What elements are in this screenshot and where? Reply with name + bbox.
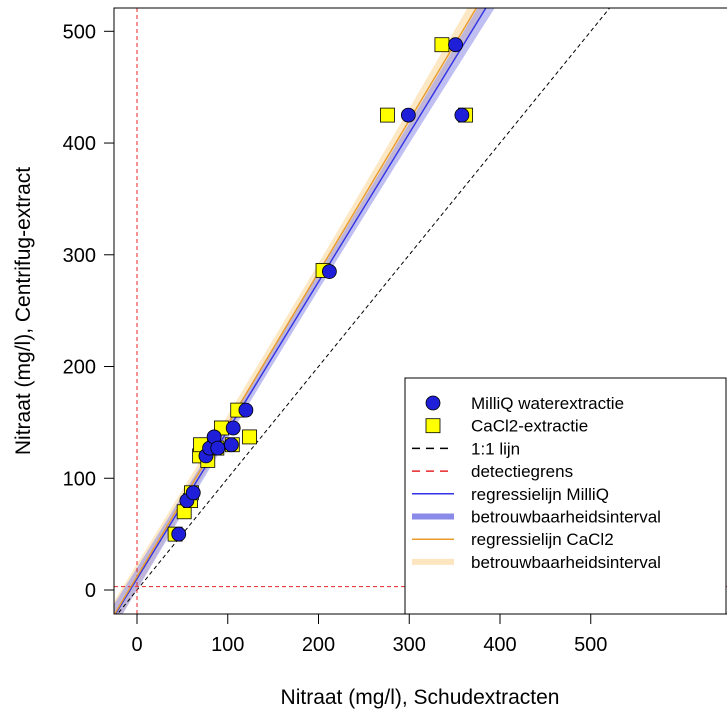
legend-label-7: betrouwbaarheidsinterval — [471, 553, 661, 572]
one-to-one-line — [116, 8, 611, 614]
x-axis-label: Nitraat (mg/l), Schudextracten — [281, 686, 560, 709]
legend-label-3: detectiegrens — [471, 462, 573, 481]
legend-symbol-cacl2 — [425, 418, 441, 434]
point-cacl2-13 — [380, 107, 395, 123]
legend-symbol-milliq — [425, 395, 441, 411]
y-tick-label-400: 400 — [63, 133, 96, 155]
x-tick-label-400: 400 — [483, 634, 516, 656]
point-milliq-2 — [185, 485, 201, 501]
point-milliq-10 — [321, 264, 337, 279]
point-milliq-11 — [400, 107, 416, 123]
y-tick-label-300: 300 — [63, 245, 96, 267]
legend-label-6: regressielijn CaCl2 — [471, 530, 614, 549]
y-tick-label-100: 100 — [63, 468, 96, 490]
legend-label-0: MilliQ waterextractie — [471, 394, 624, 413]
x-tick-label-100: 100 — [211, 634, 244, 656]
point-cacl2-14 — [434, 37, 450, 53]
legend: MilliQ waterextractie CaCl2-extractie 1:1 … — [404, 377, 727, 615]
y-tick-label-500: 500 — [63, 21, 96, 43]
y-axis-label: Nitraat (mg/l), Centrifug-extract — [12, 167, 35, 455]
legend-box — [404, 377, 727, 615]
legend-label-4: regressielijn MilliQ — [471, 485, 609, 504]
legend-label-5: betrouwbaarheidsinterval — [471, 508, 661, 527]
point-milliq-6 — [210, 440, 226, 456]
point-milliq-7 — [223, 437, 239, 453]
x-tick-label-0: 0 — [131, 634, 142, 656]
x-tick-label-200: 200 — [302, 634, 335, 656]
point-cacl2-11 — [242, 429, 257, 445]
x-tick-label-500: 500 — [574, 634, 607, 656]
point-milliq-8 — [225, 420, 241, 436]
legend-label-1: CaCl2-extractie — [471, 417, 588, 436]
x-tick-label-300: 300 — [393, 634, 426, 656]
y-tick-label-200: 200 — [63, 357, 96, 379]
legend-label-2: 1:1 lijn — [471, 439, 520, 458]
regression-line-milliq — [114, 8, 487, 614]
point-milliq-13 — [454, 107, 470, 123]
point-milliq-9 — [238, 402, 254, 418]
y-tick-label-0: 0 — [85, 580, 96, 602]
point-milliq-0 — [171, 526, 187, 542]
point-milliq-12 — [448, 37, 463, 53]
